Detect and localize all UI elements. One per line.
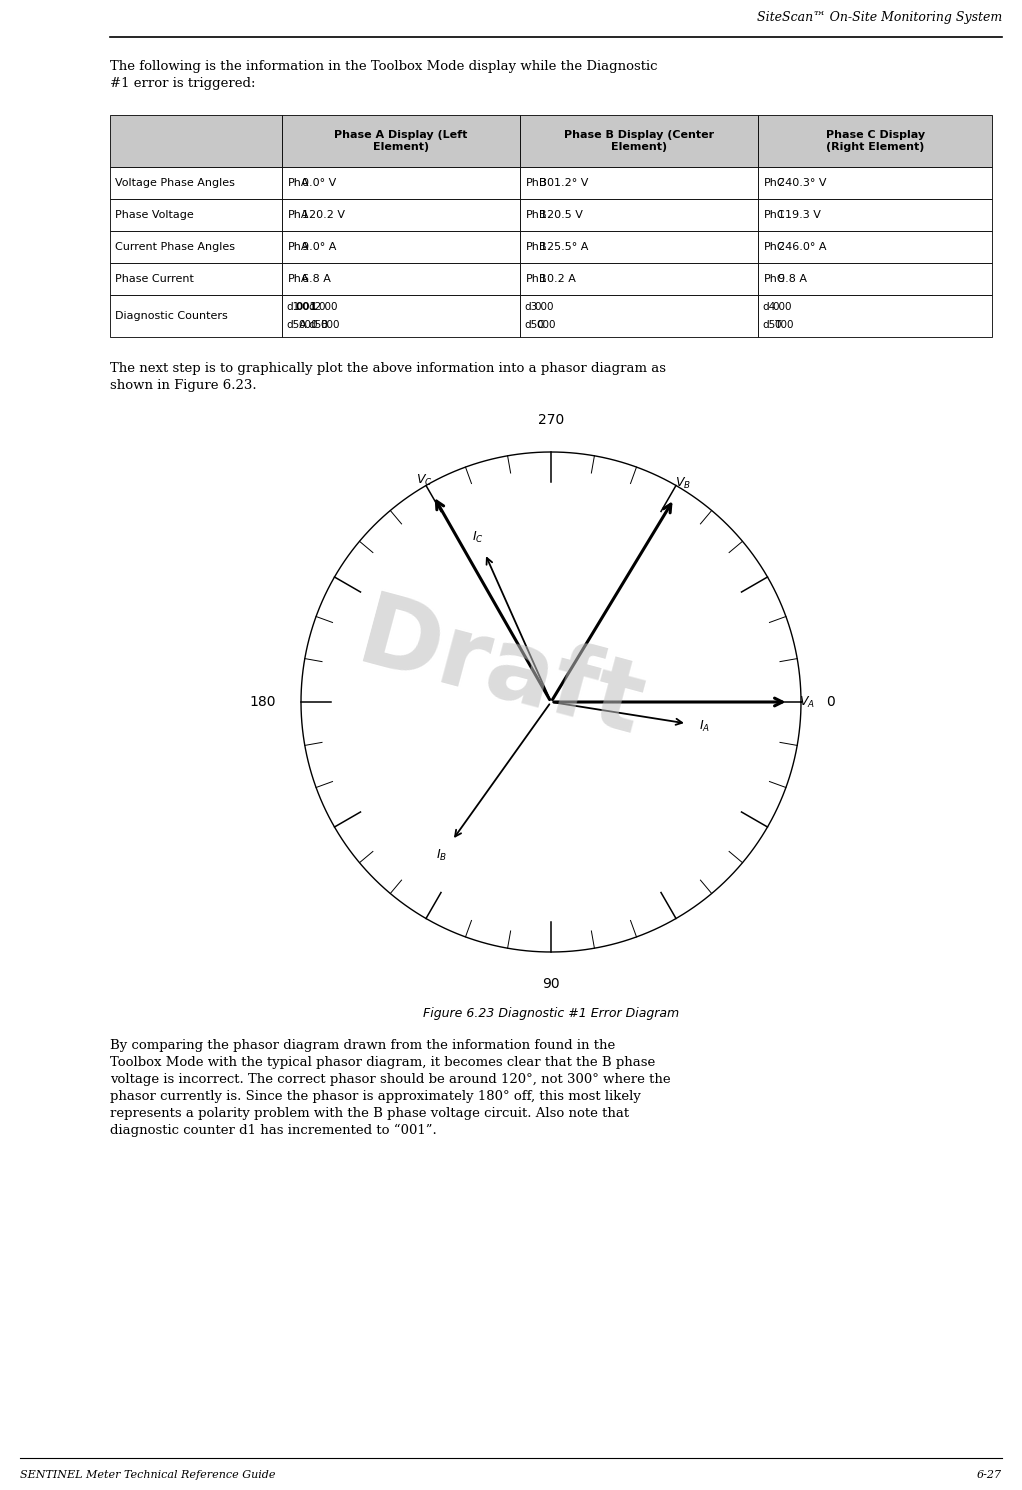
Text: 10.2 A: 10.2 A	[541, 274, 576, 285]
Text: PhA: PhA	[288, 274, 310, 285]
Text: 0.0° V: 0.0° V	[301, 177, 336, 188]
Text: d5B: d5B	[308, 320, 328, 331]
Text: PhA: PhA	[288, 241, 310, 252]
Text: d3: d3	[524, 302, 538, 311]
Text: Voltage Phase Angles: Voltage Phase Angles	[115, 177, 235, 188]
Text: 9.8 A: 9.8 A	[779, 274, 807, 285]
Text: PhB: PhB	[526, 241, 548, 252]
Text: 6.8 A: 6.8 A	[301, 274, 331, 285]
Bar	[110, 167, 282, 200]
Bar	[110, 231, 282, 264]
Text: PhB: PhB	[526, 210, 548, 221]
Bar	[282, 200, 520, 231]
Bar	[758, 264, 992, 295]
Text: $V_C$: $V_C$	[416, 472, 432, 487]
Bar	[520, 167, 758, 200]
Text: 120.2 V: 120.2 V	[301, 210, 345, 221]
Text: Current Phase Angles: Current Phase Angles	[115, 241, 235, 252]
Text: PhA: PhA	[288, 210, 310, 221]
Text: 119.3 V: 119.3 V	[779, 210, 821, 221]
Text: 000: 000	[537, 320, 556, 331]
Text: 270: 270	[538, 413, 564, 428]
Text: PhC: PhC	[764, 177, 786, 188]
Bar	[110, 264, 282, 295]
Text: 001: 001	[296, 302, 318, 311]
Text: 6-27: 6-27	[977, 1471, 1002, 1480]
Bar	[282, 167, 520, 200]
Text: d5C: d5C	[524, 320, 545, 331]
Text: d4: d4	[762, 302, 776, 311]
Text: The following is the information in the Toolbox Mode display while the Diagnosti: The following is the information in the …	[110, 60, 657, 89]
Text: Phase Current: Phase Current	[115, 274, 194, 285]
Text: 000: 000	[773, 302, 792, 311]
Text: $V_B$: $V_B$	[676, 475, 691, 492]
Text: 9.0° A: 9.0° A	[301, 241, 336, 252]
Text: d1: d1	[286, 302, 299, 311]
Bar	[758, 231, 992, 264]
Text: $I_A$: $I_A$	[699, 718, 710, 735]
Text: 301.2° V: 301.2° V	[541, 177, 589, 188]
Text: d5T: d5T	[762, 320, 782, 331]
Text: 125.5° A: 125.5° A	[541, 241, 589, 252]
Text: $I_B$: $I_B$	[436, 848, 448, 863]
Text: Phase B Display (Center
Element): Phase B Display (Center Element)	[564, 130, 714, 152]
Text: SiteScan™ On-Site Monitoring System: SiteScan™ On-Site Monitoring System	[756, 10, 1002, 24]
Text: PhA: PhA	[288, 177, 310, 188]
Text: 000: 000	[298, 320, 318, 331]
Text: Phase A Display (Left
Element): Phase A Display (Left Element)	[334, 130, 468, 152]
Bar	[520, 231, 758, 264]
Text: PhC: PhC	[764, 210, 786, 221]
Text: 000: 000	[535, 302, 554, 311]
Bar	[282, 231, 520, 264]
Text: 240.3° V: 240.3° V	[779, 177, 827, 188]
Text: 120.5 V: 120.5 V	[541, 210, 583, 221]
Text: Draft: Draft	[347, 587, 654, 757]
Bar	[758, 200, 992, 231]
Text: PhC: PhC	[764, 274, 786, 285]
Bar	[110, 295, 282, 337]
Text: 180: 180	[249, 694, 276, 709]
Text: $V_A$: $V_A$	[798, 694, 815, 709]
Bar	[758, 115, 992, 167]
Bar	[520, 200, 758, 231]
Text: 000: 000	[775, 320, 794, 331]
Text: PhC: PhC	[764, 241, 786, 252]
Bar	[758, 295, 992, 337]
Text: PhB: PhB	[526, 177, 548, 188]
Text: 90: 90	[543, 977, 560, 991]
Bar	[110, 115, 282, 167]
Bar	[758, 167, 992, 200]
Text: 246.0° A: 246.0° A	[779, 241, 827, 252]
Text: d5A: d5A	[286, 320, 307, 331]
Text: PhB: PhB	[526, 274, 548, 285]
Bar	[282, 295, 520, 337]
Text: The next step is to graphically plot the above information into a phasor diagram: The next step is to graphically plot the…	[110, 362, 666, 392]
Text: Diagnostic Counters: Diagnostic Counters	[115, 311, 228, 320]
Text: Figure 6.23 Diagnostic #1 Error Diagram: Figure 6.23 Diagnostic #1 Error Diagram	[423, 1007, 679, 1021]
Bar	[282, 115, 520, 167]
Bar	[520, 264, 758, 295]
Bar	[282, 264, 520, 295]
Text: SENTINEL Meter Technical Reference Guide: SENTINEL Meter Technical Reference Guide	[20, 1471, 276, 1480]
Bar	[520, 115, 758, 167]
Text: 0: 0	[826, 694, 835, 709]
Text: Phase C Display
(Right Element): Phase C Display (Right Element)	[826, 130, 925, 152]
Text: 000: 000	[318, 302, 337, 311]
Bar	[110, 200, 282, 231]
Text: $I_C$: $I_C$	[472, 529, 483, 545]
Text: d2: d2	[308, 302, 321, 311]
Text: 000: 000	[320, 320, 339, 331]
Text: Phase Voltage: Phase Voltage	[115, 210, 194, 221]
Bar	[520, 295, 758, 337]
Text: By comparing the phasor diagram drawn from the information found in the
Toolbox : By comparing the phasor diagram drawn fr…	[110, 1039, 670, 1137]
